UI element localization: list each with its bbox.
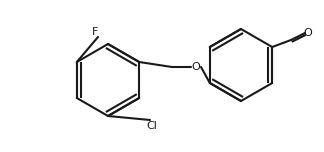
Text: Cl: Cl [146,121,157,131]
Text: F: F [92,27,98,37]
Text: O: O [304,28,312,38]
Text: O: O [191,62,200,72]
